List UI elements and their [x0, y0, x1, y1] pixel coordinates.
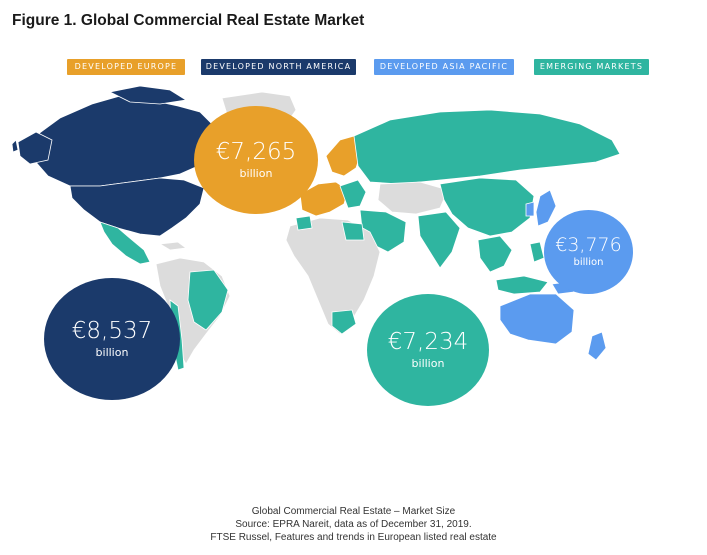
map-region-canada: [29, 95, 215, 187]
figure-caption: Global Commercial Real Estate – Market S…: [0, 505, 707, 544]
bubble-asia-pacific-value: €3,776: [555, 233, 622, 256]
map-region-arctic-islands: [108, 85, 188, 105]
caption-line-3: FTSE Russel, Features and trends in Euro…: [210, 532, 497, 543]
map-region-edge-dot: [11, 139, 19, 153]
map-region-eastern-europe: [339, 179, 367, 209]
legend-developed-europe: DEVELOPED EUROPE: [67, 59, 185, 75]
bubble-north-america-unit: billion: [95, 345, 129, 359]
bubble-europe-unit: billion: [239, 166, 273, 180]
bubble-developed-asia-pacific: €3,776 billion: [544, 210, 633, 294]
map-region-brazil: [187, 269, 229, 331]
map-region-china: [439, 177, 535, 237]
map-region-korea: [525, 201, 535, 217]
bubble-emerging-value: €7,234: [387, 329, 469, 356]
bubble-emerging-unit: billion: [411, 356, 445, 370]
map-region-alaska: [17, 131, 53, 165]
map-region-india: [417, 211, 461, 269]
map-region-south-africa: [331, 309, 357, 335]
map-region-philippines: [529, 241, 545, 263]
map-region-morocco: [295, 215, 313, 231]
bubble-north-america-value: €8,537: [71, 318, 153, 345]
map-region-russia: [353, 109, 621, 185]
map-region-southeast-asia: [477, 235, 513, 273]
map-region-egypt: [341, 221, 365, 241]
map-region-central-asia: [377, 181, 449, 215]
legend: DEVELOPED EUROPE DEVELOPED NORTH AMERICA…: [0, 59, 707, 75]
map-region-usa: [69, 177, 205, 237]
figure-title: Figure 1. Global Commercial Real Estate …: [12, 12, 365, 29]
caption-line-2: Source: EPRA Nareit, data as of December…: [235, 519, 472, 530]
legend-emerging-markets: EMERGING MARKETS: [534, 59, 649, 75]
bubble-developed-europe: €7,265 billion: [194, 106, 318, 214]
bubble-developed-north-america: €8,537 billion: [44, 278, 180, 400]
caption-line-1: Global Commercial Real Estate – Market S…: [251, 506, 456, 517]
map-region-mexico: [99, 221, 151, 265]
map-region-australia: [499, 293, 575, 345]
bubble-emerging-markets: €7,234 billion: [367, 294, 489, 406]
map-region-caribbean: [158, 241, 188, 251]
map-region-western-europe: [299, 181, 349, 217]
map-region-indonesia: [495, 275, 549, 295]
bubble-asia-pacific-unit: billion: [573, 257, 604, 269]
map-region-new-zealand: [587, 331, 607, 361]
map-region-japan: [535, 189, 557, 227]
bubble-europe-value: €7,265: [215, 139, 297, 166]
legend-developed-north-america: DEVELOPED NORTH AMERICA: [201, 59, 356, 75]
legend-developed-asia-pacific: DEVELOPED ASIA PACIFIC: [374, 59, 514, 75]
